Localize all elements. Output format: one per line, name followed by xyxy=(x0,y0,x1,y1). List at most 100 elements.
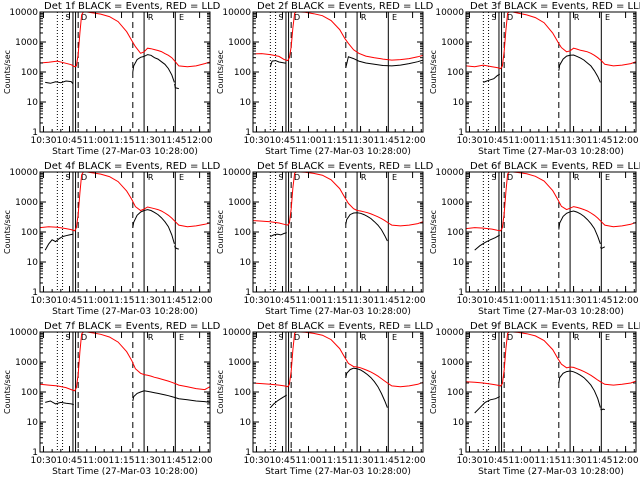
top-mark-D: D xyxy=(507,173,513,182)
plot-frame xyxy=(252,11,424,133)
x-tick-label: 10:45 xyxy=(483,456,509,466)
y-tick-label: 1 xyxy=(458,448,464,458)
top-mark-D: D xyxy=(81,13,87,22)
chart-title: Det 7f BLACK = Events, RED = LLD xyxy=(44,321,221,332)
x-tick-label: 10:30 xyxy=(457,456,483,466)
x-tick-label: 11:45 xyxy=(374,296,400,306)
events-series-line-segment-3 xyxy=(174,245,179,250)
events-series-line xyxy=(483,73,501,83)
x-axis-label: Start Time (27-Mar-03 10:28:00) xyxy=(478,307,624,317)
events-series-line-segment-2 xyxy=(132,209,175,245)
events-series-line-segment-2 xyxy=(345,212,388,242)
chart-title: Det 6f BLACK = Events, RED = LLD xyxy=(470,161,640,172)
events-series-line-segment-2 xyxy=(132,54,175,83)
top-mark-S: S xyxy=(278,333,283,342)
events-series-line-segment-2 xyxy=(558,210,601,245)
top-mark-E: E xyxy=(392,13,397,22)
chart-title: Det 3f BLACK = Events, RED = LLD xyxy=(470,1,640,12)
y-tick-label: 10000 xyxy=(9,168,38,178)
top-mark-S: S xyxy=(65,333,70,342)
y-axis-label: Counts/sec xyxy=(3,50,12,94)
y-tick-label: 10 xyxy=(27,418,39,428)
top-mark-D: D xyxy=(294,333,300,342)
x-axis-label: Start Time (27-Mar-03 10:28:00) xyxy=(265,467,411,477)
events-series-line-segment-3 xyxy=(600,246,606,250)
x-tick-label: 10:45 xyxy=(57,136,83,146)
x-tick-label: 12:00 xyxy=(613,456,639,466)
events-series-line xyxy=(269,394,288,409)
x-tick-label: 10:30 xyxy=(31,136,57,146)
x-axis-label: Start Time (27-Mar-03 10:28:00) xyxy=(52,467,198,477)
chart-title: Det 8f BLACK = Events, RED = LLD xyxy=(257,321,434,332)
lld-series-line xyxy=(253,172,423,227)
events-series-line xyxy=(474,396,501,414)
x-tick-label: 11:00 xyxy=(83,456,109,466)
y-tick-label: 1000 xyxy=(15,38,38,48)
x-tick-label: 11:00 xyxy=(83,296,109,306)
y-axis-label: Counts/sec xyxy=(429,370,438,414)
top-mark-S: S xyxy=(491,333,496,342)
y-tick-label: 1000 xyxy=(228,38,251,48)
x-tick-label: 10:30 xyxy=(244,456,270,466)
top-mark-S: S xyxy=(65,173,70,182)
y-axis-label: Counts/sec xyxy=(3,370,12,414)
lld-series-line xyxy=(40,332,210,392)
y-tick-label: 10 xyxy=(453,258,465,268)
top-mark-D: D xyxy=(507,13,513,22)
x-tick-label: 11:30 xyxy=(348,456,374,466)
y-tick-label: 100 xyxy=(21,228,38,238)
lld-series-line xyxy=(466,172,636,232)
x-tick-label: 12:00 xyxy=(187,136,213,146)
x-tick-label: 12:00 xyxy=(400,456,426,466)
x-tick-label: 11:45 xyxy=(161,296,187,306)
x-tick-label: 11:00 xyxy=(509,136,535,146)
top-mark-D: D xyxy=(81,333,87,342)
y-tick-label: 100 xyxy=(447,388,464,398)
y-axis-label: Counts/sec xyxy=(3,210,12,254)
top-mark-E: E xyxy=(179,333,184,342)
y-tick-label: 100 xyxy=(234,68,251,78)
x-tick-label: 11:45 xyxy=(587,296,613,306)
x-tick-label: 11:45 xyxy=(587,456,613,466)
y-tick-label: 10 xyxy=(453,98,465,108)
y-tick-label: 1 xyxy=(458,128,464,138)
x-tick-label: 10:30 xyxy=(31,296,57,306)
plot-frame xyxy=(39,171,211,293)
y-tick-label: 10000 xyxy=(222,8,251,18)
x-tick-label: 10:30 xyxy=(31,456,57,466)
y-tick-label: 100 xyxy=(21,388,38,398)
y-tick-label: 10000 xyxy=(435,168,464,178)
y-tick-label: 10000 xyxy=(9,8,38,18)
x-tick-label: 11:30 xyxy=(135,456,161,466)
x-tick-label: 10:45 xyxy=(483,296,509,306)
y-tick-label: 10 xyxy=(240,258,252,268)
x-tick-label: 11:00 xyxy=(296,456,322,466)
chart-title: Det 4f BLACK = Events, RED = LLD xyxy=(44,161,221,172)
x-tick-label: 10:45 xyxy=(270,456,296,466)
y-tick-label: 1 xyxy=(458,288,464,298)
y-axis-label: Counts/sec xyxy=(216,370,225,414)
x-tick-label: 11:30 xyxy=(348,296,374,306)
x-axis-label: Start Time (27-Mar-03 10:28:00) xyxy=(265,307,411,317)
x-tick-label: 11:00 xyxy=(83,136,109,146)
y-tick-label: 100 xyxy=(234,388,251,398)
x-axis-label: Start Time (27-Mar-03 10:28:00) xyxy=(478,147,624,157)
x-tick-label: 11:15 xyxy=(535,136,561,146)
x-tick-label: 11:15 xyxy=(109,456,135,466)
plot-frame xyxy=(252,331,424,453)
events-series-line-segment-3 xyxy=(174,83,179,90)
x-tick-label: 11:15 xyxy=(322,136,348,146)
chart-title: Det 1f BLACK = Events, RED = LLD xyxy=(44,1,221,12)
x-tick-label: 11:15 xyxy=(535,456,561,466)
top-mark-D: D xyxy=(507,333,513,342)
y-axis-label: Counts/sec xyxy=(429,50,438,94)
lld-series-line xyxy=(40,12,210,68)
x-tick-label: 11:45 xyxy=(161,136,187,146)
y-tick-label: 100 xyxy=(21,68,38,78)
x-tick-label: 10:45 xyxy=(483,136,509,146)
top-mark-R: R xyxy=(148,173,154,182)
top-mark-S: S xyxy=(491,13,496,22)
